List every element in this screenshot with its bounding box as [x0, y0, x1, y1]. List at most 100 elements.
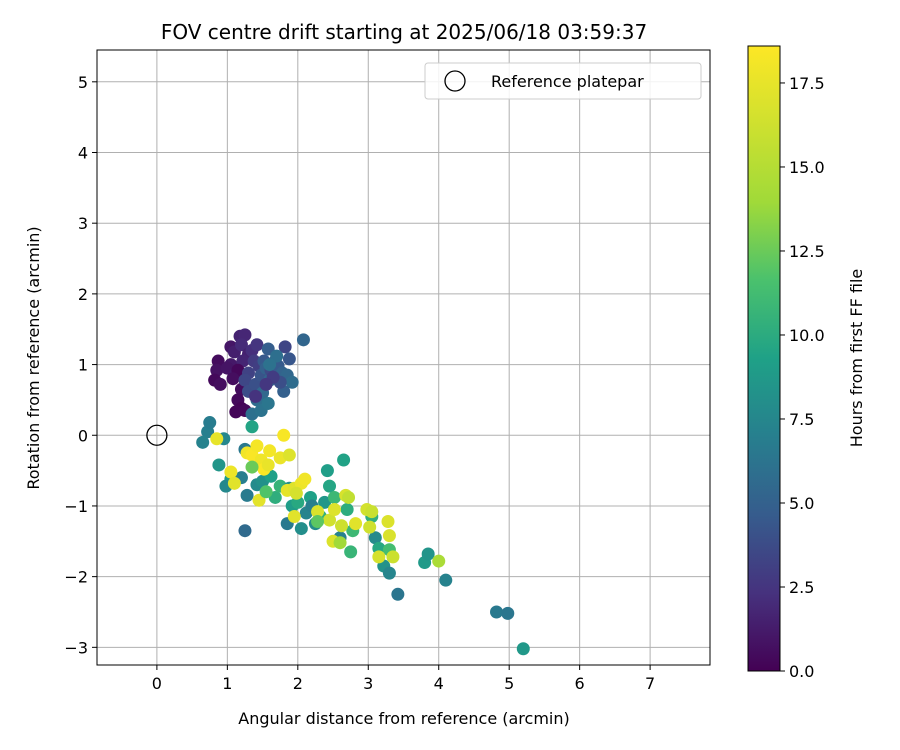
x-axis-ticks: 0 1 2 3 4 5 6 7: [152, 665, 655, 693]
y-tick-label: −2: [64, 568, 88, 587]
colorbar-label: Hours from first FF file: [847, 269, 866, 448]
y-tick-label: 0: [78, 426, 88, 445]
data-point: [311, 505, 325, 519]
data-point: [261, 458, 275, 472]
data-point: [349, 517, 363, 531]
data-point: [298, 472, 312, 486]
data-point: [296, 333, 310, 347]
x-tick-label: 5: [504, 674, 514, 693]
data-point: [249, 389, 263, 403]
data-point: [323, 479, 337, 493]
data-point: [282, 448, 296, 462]
data-point: [227, 476, 241, 490]
data-point: [245, 420, 259, 434]
data-point: [490, 605, 504, 619]
data-point: [391, 587, 405, 601]
data-point: [213, 377, 227, 391]
data-point: [263, 444, 277, 458]
data-point: [337, 453, 351, 467]
data-point: [234, 338, 248, 352]
chart-title: FOV centre drift starting at 2025/06/18 …: [161, 20, 647, 44]
legend: Reference platepar: [424, 62, 702, 100]
data-point: [365, 505, 379, 519]
x-axis-label: Angular distance from reference (arcmin): [238, 709, 569, 728]
data-point: [240, 488, 254, 502]
data-point: [432, 554, 446, 568]
data-point: [368, 531, 382, 545]
data-point: [259, 485, 273, 499]
colorbar-tick-label: 17.5: [789, 74, 825, 93]
data-point: [372, 550, 386, 564]
y-tick-label: 2: [78, 285, 88, 304]
y-axis-ticks: −3 −2 −1 0 1 2 3 4 5: [64, 73, 97, 657]
data-point: [294, 522, 308, 536]
data-point: [245, 460, 259, 474]
data-point: [501, 606, 515, 620]
data-point: [323, 513, 337, 527]
data-point: [289, 486, 303, 500]
data-point: [250, 338, 264, 352]
data-point: [212, 458, 226, 472]
y-tick-label: 5: [78, 73, 88, 92]
colorbar-tick-label: 2.5: [789, 578, 814, 597]
data-point: [382, 529, 396, 543]
data-point: [226, 372, 240, 386]
x-tick-label: 2: [293, 674, 303, 693]
data-point: [278, 340, 292, 354]
data-point: [382, 566, 396, 580]
data-point: [259, 377, 273, 391]
x-tick-label: 7: [645, 674, 655, 693]
grid-lines: [97, 50, 710, 665]
data-point: [320, 464, 334, 478]
y-tick-label: 3: [78, 214, 88, 233]
legend-label-reference: Reference platepar: [491, 72, 644, 91]
data-point: [277, 428, 291, 442]
data-point: [210, 432, 224, 446]
data-point: [224, 465, 238, 479]
data-point: [287, 510, 301, 524]
data-point: [334, 519, 348, 533]
colorbar-tick-label: 10.0: [789, 326, 825, 345]
data-point: [263, 358, 277, 372]
data-point: [327, 490, 341, 504]
colorbar-frame: [747, 45, 781, 672]
data-point: [516, 642, 530, 656]
colorbar-gradient: [748, 46, 780, 671]
data-point: [282, 352, 296, 366]
data-point: [386, 550, 400, 564]
data-point: [333, 536, 347, 550]
reference-point: [146, 424, 168, 446]
x-tick-label: 4: [434, 674, 444, 693]
y-tick-label: 1: [78, 356, 88, 375]
data-points: [196, 328, 530, 656]
colorbar-tick-label: 7.5: [789, 410, 814, 429]
y-tick-label: −3: [64, 638, 88, 657]
data-point: [196, 435, 210, 449]
y-axis-label: Rotation from reference (arcmin): [24, 226, 43, 489]
legend-box: [424, 62, 702, 100]
data-point: [439, 573, 453, 587]
data-point: [285, 375, 299, 389]
data-point: [327, 502, 341, 516]
colorbar-tick-label: 12.5: [789, 242, 825, 261]
data-point: [203, 416, 217, 430]
x-tick-label: 0: [152, 674, 162, 693]
y-tick-label: 4: [78, 144, 88, 163]
x-tick-label: 3: [363, 674, 373, 693]
x-tick-label: 1: [222, 674, 232, 693]
data-point: [342, 490, 356, 504]
data-point: [238, 373, 252, 387]
colorbar-tick-label: 5.0: [789, 494, 814, 513]
data-point: [381, 515, 395, 528]
x-tick-label: 6: [575, 674, 585, 693]
data-point: [261, 396, 275, 410]
colorbar-tick-label: 15.0: [789, 158, 825, 177]
legend-marker-reference: [444, 70, 466, 92]
data-point: [238, 524, 252, 538]
data-point: [421, 547, 435, 561]
data-point: [210, 363, 224, 377]
colorbar-ticks: 0.0 2.5 5.0 7.5 10.0 12.5 15.0 17.5: [780, 74, 825, 681]
data-point: [340, 502, 354, 516]
data-point: [344, 545, 358, 559]
